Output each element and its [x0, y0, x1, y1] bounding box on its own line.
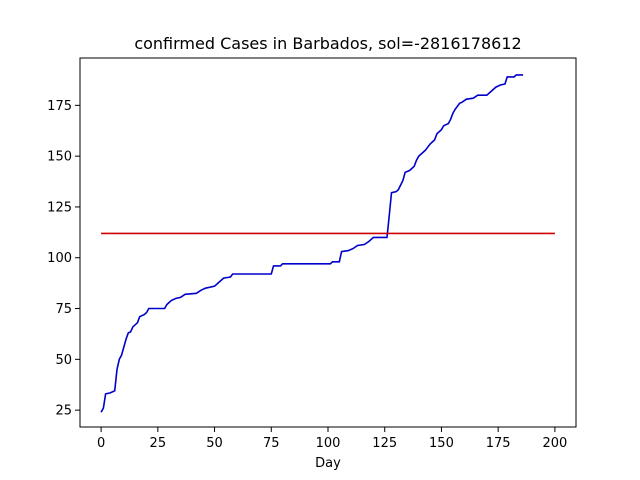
x-tick-label: 0 — [97, 436, 105, 451]
x-axis: 0 25 50 75 100 125 150 175 200 — [97, 427, 567, 451]
y-tick-label: 150 — [47, 150, 72, 165]
y-tick-label: 175 — [47, 99, 72, 114]
x-tick-label: 125 — [372, 436, 397, 451]
chart-title: confirmed Cases in Barbados, sol=-281617… — [134, 34, 521, 53]
y-axis: 25 50 75 100 125 150 175 — [47, 99, 80, 419]
y-tick-label: 50 — [55, 353, 72, 368]
x-tick-label: 50 — [206, 436, 223, 451]
series-line-0 — [100, 74, 524, 413]
y-tick-label: 100 — [47, 251, 72, 266]
x-tick-label: 200 — [542, 436, 567, 451]
y-tick-label: 125 — [47, 200, 72, 215]
x-tick-label: 150 — [429, 436, 454, 451]
x-tick-label: 175 — [486, 436, 511, 451]
x-tick-label: 25 — [150, 436, 167, 451]
x-tick-label: 75 — [263, 436, 280, 451]
axes-frame — [79, 57, 577, 428]
x-axis-title: Day — [315, 456, 341, 471]
y-tick-label: 75 — [55, 302, 72, 317]
x-tick-label: 100 — [316, 436, 341, 451]
plot-area — [100, 74, 555, 413]
y-tick-label: 25 — [55, 404, 72, 419]
